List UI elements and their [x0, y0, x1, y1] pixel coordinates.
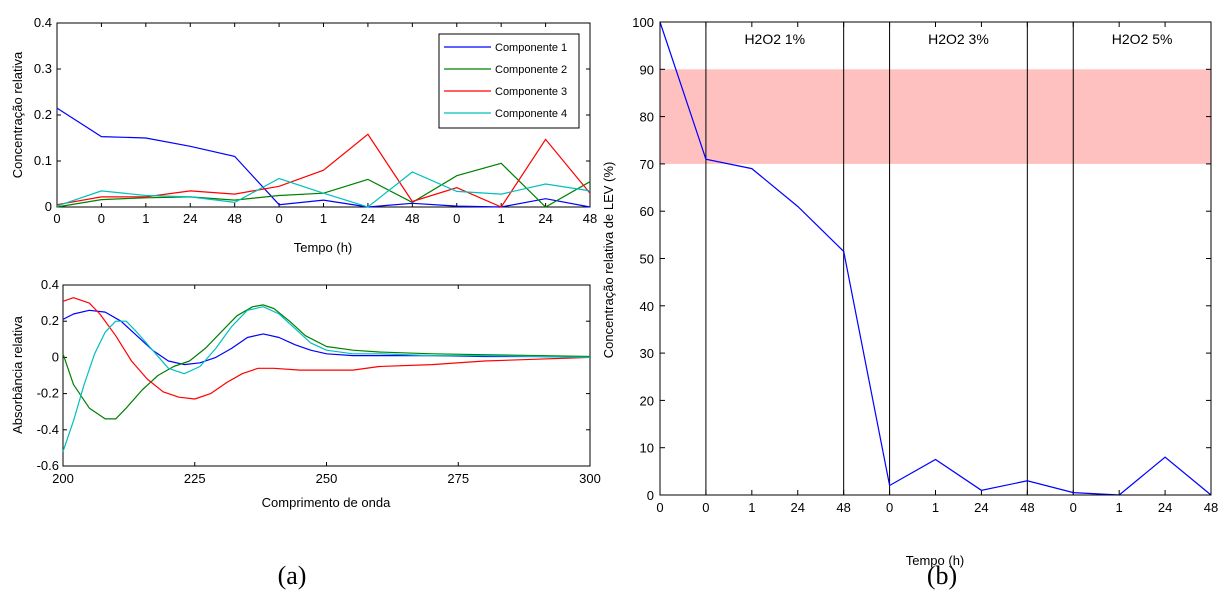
series-line — [56, 133, 591, 208]
series-line — [62, 304, 591, 420]
panel-a-caption: (a) — [278, 561, 307, 590]
x-tick-label: 0 — [1070, 500, 1077, 515]
x-tick-label: 0 — [886, 500, 893, 515]
legend-label: Componente 2 — [495, 64, 567, 76]
y-tick-label: 0.2 — [41, 313, 59, 328]
series-line — [62, 297, 591, 400]
y-tick-label: 40 — [640, 299, 654, 314]
x-tick-label: 24 — [361, 211, 375, 226]
a-top-legend: Componente 1 Componente 2 Componente 3 Comp… — [438, 33, 580, 129]
y-tick-label: 10 — [640, 441, 654, 456]
legend-label: Componente 3 — [495, 86, 567, 98]
a-bottom-x-axis-label: Comprimento de onda — [262, 495, 391, 510]
y-tick-label: 0 — [45, 199, 52, 214]
a-top-y-tick-labels: 0 0.1 0.2 0.3 0.4 — [34, 15, 52, 214]
a-bottom-x-tick-labels: 200 225 250 275 300 — [52, 471, 601, 486]
x-tick-label: 1 — [1116, 500, 1123, 515]
b-region-labels: H2O2 1% H2O2 3% H2O2 5% — [744, 31, 1172, 47]
region-label: H2O2 5% — [1112, 31, 1173, 47]
legend-label: Componente 4 — [495, 108, 567, 120]
x-tick-label: 1 — [320, 211, 327, 226]
x-tick-label: 1 — [142, 211, 149, 226]
region-label: H2O2 1% — [744, 31, 805, 47]
y-tick-label: 0.4 — [41, 277, 59, 292]
a-top-y-axis-label: Concentração relativa — [10, 51, 25, 178]
chart-a-top: 0 0 1 24 48 0 1 24 48 0 1 24 48 00.10.20.30.4 Tempo … — [10, 15, 597, 255]
a-bottom-y-axis-label: Absorbância relativa — [10, 315, 25, 434]
y-tick-label: 70 — [640, 157, 654, 172]
b-y-axis-label: Concentração relativa de LEV (%) — [601, 162, 616, 359]
y-tick-label: 0.1 — [34, 153, 52, 168]
x-tick-label: 48 — [405, 211, 419, 226]
legend-box — [438, 33, 580, 129]
x-tick-label: 48 — [1020, 500, 1034, 515]
y-tick-label: 30 — [640, 346, 654, 361]
x-tick-label: 0 — [453, 211, 460, 226]
x-tick-label: 0 — [656, 500, 663, 515]
x-tick-label: 1 — [498, 211, 505, 226]
series-line — [62, 309, 591, 366]
x-tick-label: 48 — [227, 211, 241, 226]
y-tick-label: 0 — [52, 349, 59, 364]
plot-frame-b — [659, 21, 1212, 496]
y-tick-label: 60 — [640, 204, 654, 219]
x-tick-label: 225 — [184, 471, 206, 486]
chart-a-bottom: 200 225 250 275 300 -0.6 -0.4 -0.2 0 0.2 0.4 Comp… — [10, 277, 601, 510]
y-tick-label: 50 — [640, 252, 654, 267]
x-tick-label: 1 — [748, 500, 755, 515]
y-tick-label: 20 — [640, 393, 654, 408]
chart-b: 0 0 1 24 48 0 1 24 48 0 1 24 48 01020304050607080901… — [601, 15, 1218, 568]
x-tick-label: 0 — [275, 211, 282, 226]
legend-label: Componente 1 — [495, 42, 567, 54]
panel-b-caption: (b) — [927, 561, 957, 590]
y-tick-label: 0.2 — [34, 107, 52, 122]
y-tick-label: -0.6 — [37, 458, 59, 473]
y-tick-label: 0 — [647, 488, 654, 503]
y-tick-label: 100 — [632, 15, 654, 30]
a-bottom-series — [62, 297, 591, 452]
x-tick-label: 0 — [702, 500, 709, 515]
a-top-series — [56, 107, 591, 208]
a-top-x-axis-label: Tempo (h) — [294, 240, 353, 255]
x-tick-label: 24 — [538, 211, 552, 226]
x-tick-label: 0 — [98, 211, 105, 226]
target-band — [660, 69, 1211, 164]
x-tick-label: 24 — [974, 500, 988, 515]
x-tick-label: 48 — [583, 211, 597, 226]
x-tick-label: 24 — [1158, 500, 1172, 515]
b-x-axis-label: Tempo (h) — [906, 553, 965, 568]
x-tick-label: 0 — [53, 211, 60, 226]
y-tick-label: 0.3 — [34, 61, 52, 76]
y-tick-label: 80 — [640, 110, 654, 125]
b-region-dividers — [705, 22, 1074, 495]
b-x-tick-labels: 0 0 1 24 48 0 1 24 48 0 1 24 48 — [656, 500, 1218, 515]
plot-area-a-bottom — [62, 284, 591, 467]
y-tick-label: -0.2 — [37, 386, 59, 401]
series-line — [62, 306, 591, 452]
region-label: H2O2 3% — [928, 31, 989, 47]
x-tick-label: 24 — [791, 500, 805, 515]
x-tick-label: 200 — [52, 471, 74, 486]
x-tick-label: 250 — [316, 471, 338, 486]
y-tick-label: 90 — [640, 62, 654, 77]
a-top-x-tick-labels: 0 0 1 24 48 0 1 24 48 0 1 24 48 — [53, 211, 597, 226]
x-tick-label: 48 — [1204, 500, 1218, 515]
y-tick-label: 0.4 — [34, 15, 52, 30]
x-tick-label: 300 — [579, 471, 601, 486]
x-tick-label: 24 — [183, 211, 197, 226]
a-bottom-y-tick-labels: -0.6 -0.4 -0.2 0 0.2 0.4 — [37, 277, 59, 473]
series-line — [56, 171, 591, 208]
x-tick-label: 1 — [932, 500, 939, 515]
x-tick-label: 275 — [447, 471, 469, 486]
b-y-tick-labels: 0 10 20 30 40 50 60 70 80 90 100 — [632, 15, 654, 503]
x-tick-label: 48 — [836, 500, 850, 515]
y-tick-label: -0.4 — [37, 422, 59, 437]
b-band — [660, 69, 1211, 164]
